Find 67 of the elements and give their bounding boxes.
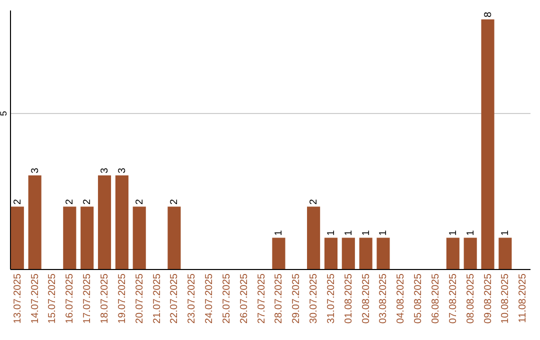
x-tick-label: 08.08.2025 [465, 273, 476, 324]
data-label: 3 [116, 167, 128, 174]
x-tick-label: 07.08.2025 [448, 273, 459, 324]
x-tick-label: 31.07.2025 [326, 273, 337, 324]
data-label: 1 [465, 230, 476, 236]
data-label: 2 [64, 198, 76, 205]
data-label: 2 [134, 198, 146, 205]
data-label: 3 [30, 167, 41, 174]
x-tick-label: 15.07.2025 [47, 273, 58, 324]
data-label: 1 [326, 230, 337, 236]
data-label: 2 [12, 198, 24, 205]
x-tick-label: 29.07.2025 [291, 273, 302, 324]
bar [28, 175, 42, 269]
x-tick-label: 19.07.2025 [116, 273, 128, 324]
data-label: 1 [448, 230, 459, 236]
x-tick-label: 30.07.2025 [308, 273, 320, 324]
bar [464, 238, 477, 269]
x-tick-label: 16.07.2025 [64, 273, 76, 324]
bar [168, 206, 181, 269]
bar [63, 206, 76, 269]
x-tick-label: 26.07.2025 [238, 273, 250, 324]
bar [359, 238, 372, 269]
bar [498, 238, 512, 269]
x-tick-label: 17.07.2025 [82, 273, 94, 324]
x-tick-label: 25.07.2025 [221, 273, 232, 324]
bar [342, 238, 355, 269]
bar [115, 175, 128, 269]
bar [307, 206, 320, 269]
x-tick-label: 14.07.2025 [30, 273, 41, 324]
bar [481, 19, 494, 269]
data-label: 1 [500, 230, 512, 236]
bar [446, 238, 460, 269]
x-tick-label: 28.07.2025 [274, 273, 285, 324]
data-label: 8 [482, 11, 494, 18]
data-label: 1 [360, 230, 372, 236]
bar [376, 238, 390, 269]
x-tick-label: 27.07.2025 [256, 273, 268, 324]
bar [10, 206, 24, 269]
data-label: 1 [378, 230, 390, 236]
x-tick-label: 10.08.2025 [500, 273, 512, 324]
x-tick-label: 09.08.2025 [482, 273, 494, 324]
x-tick-label: 11.08.2025 [518, 273, 529, 323]
data-label: 2 [169, 198, 180, 205]
x-tick-label: 24.07.2025 [204, 273, 216, 324]
data-label: 2 [82, 198, 94, 205]
x-tick-label: 05.08.2025 [413, 273, 424, 324]
x-tick-label: 23.07.2025 [186, 273, 198, 324]
data-label: 1 [343, 230, 354, 236]
data-label: 1 [274, 230, 285, 236]
y-tick-label: 5 [0, 110, 8, 116]
data-label: 3 [100, 167, 111, 174]
bar [272, 238, 286, 269]
x-tick-label: 21.07.2025 [152, 273, 163, 324]
data-label: 2 [308, 198, 320, 205]
x-tick-label: 02.08.2025 [360, 273, 372, 324]
x-tick-label: 22.07.2025 [169, 273, 180, 324]
x-tick-label: 20.07.2025 [134, 273, 146, 324]
x-tick-label: 03.08.2025 [378, 273, 390, 324]
bar [80, 206, 94, 269]
bar [98, 175, 112, 269]
x-tick-label: 18.07.2025 [100, 273, 111, 324]
bar [324, 238, 338, 269]
x-tick-label: 04.08.2025 [396, 273, 407, 324]
bar [132, 206, 146, 269]
x-tick-label: 13.07.2025 [12, 273, 24, 324]
x-tick-label: 06.08.2025 [430, 273, 442, 324]
x-tick-label: 01.08.2025 [343, 273, 354, 324]
